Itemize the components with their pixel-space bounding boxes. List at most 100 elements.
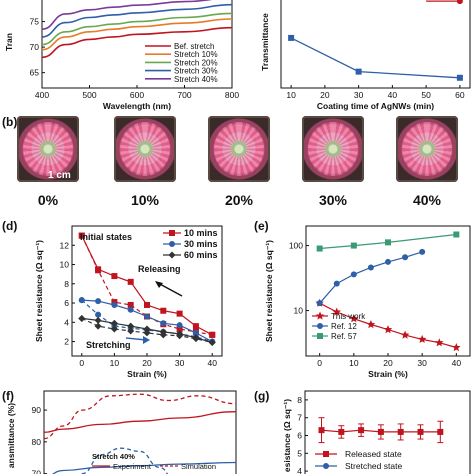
data-point bbox=[419, 248, 426, 255]
strain-label: 20% bbox=[224, 192, 254, 208]
data-point bbox=[453, 231, 460, 238]
strain-photo bbox=[302, 116, 364, 182]
y-tick-label: 12 bbox=[60, 240, 70, 250]
y-tick-label: 4 bbox=[297, 466, 302, 474]
y-tick-label: 70 bbox=[32, 469, 42, 474]
data-point bbox=[350, 271, 357, 278]
legend-label: Simulation bbox=[181, 462, 216, 471]
y-tick-label: 10 bbox=[294, 306, 304, 316]
data-point bbox=[143, 325, 151, 333]
data-point bbox=[176, 332, 184, 340]
data-point bbox=[437, 428, 444, 435]
x-tick-label: 700 bbox=[177, 90, 191, 100]
stretching-arrowhead bbox=[143, 336, 150, 344]
data-point bbox=[332, 307, 341, 316]
panel-letter: (d) bbox=[2, 219, 17, 233]
plot-frame-f bbox=[43, 390, 237, 474]
legend-label: Experiment bbox=[113, 462, 152, 471]
data-point bbox=[456, 0, 463, 5]
y-axis-label: esistance (Ω sq⁻¹) bbox=[282, 399, 292, 472]
x-tick-label: 20 bbox=[320, 90, 330, 100]
data-point bbox=[176, 322, 183, 329]
stretching-arrow bbox=[125, 337, 147, 341]
legend-label: Stretch 10% bbox=[174, 50, 218, 59]
series-line bbox=[43, 411, 237, 433]
data-point bbox=[192, 335, 200, 343]
flower-center-image bbox=[419, 141, 435, 157]
data-point bbox=[367, 264, 374, 271]
y-axis-label: Sheet resistance (Ω sq⁻¹) bbox=[34, 240, 44, 342]
legend-label: Ref. 12 bbox=[331, 322, 357, 331]
data-point bbox=[78, 314, 86, 322]
legend-label: 60 mins bbox=[184, 250, 218, 260]
series-line bbox=[43, 393, 237, 440]
releasing-arrow bbox=[157, 282, 183, 297]
y-axis-label: Tran bbox=[4, 33, 14, 51]
legend-label: Stretch 20% bbox=[174, 58, 218, 67]
y-axis-label: ansmittance (%) bbox=[6, 403, 16, 468]
data-point bbox=[176, 326, 183, 333]
x-tick-label: 500 bbox=[82, 90, 96, 100]
annotation-releasing: Releasing bbox=[138, 264, 181, 274]
scale-bar-label: 1 cm bbox=[48, 170, 71, 181]
data-point bbox=[110, 325, 118, 333]
x-tick-label: 20 bbox=[142, 358, 152, 368]
data-point bbox=[366, 320, 376, 329]
x-tick-label: 10 bbox=[110, 358, 120, 368]
x-tick-label: 50 bbox=[421, 90, 431, 100]
x-axis-label: Strain (%) bbox=[127, 369, 167, 379]
data-point bbox=[127, 306, 134, 313]
data-point bbox=[78, 232, 85, 239]
data-point bbox=[111, 301, 118, 308]
legend-label: 10 mins bbox=[184, 228, 218, 238]
x-tick-label: 0 bbox=[317, 358, 322, 368]
data-point bbox=[435, 338, 444, 347]
data-point bbox=[417, 428, 424, 435]
panel-letter: (b) bbox=[2, 115, 17, 129]
series-line bbox=[41, 18, 233, 51]
x-axis-label: Coating time of AgNWs (min) bbox=[317, 101, 434, 111]
x-tick-label: 30 bbox=[175, 358, 185, 368]
strain-label: 40% bbox=[412, 192, 442, 208]
series-line bbox=[51, 461, 237, 474]
data-point bbox=[402, 254, 409, 261]
data-point bbox=[95, 267, 102, 274]
legend-marker bbox=[323, 463, 329, 469]
legend-marker bbox=[317, 323, 323, 329]
x-axis-label: Strain (%) bbox=[368, 369, 408, 379]
data-point bbox=[127, 327, 135, 335]
data-point bbox=[127, 278, 134, 285]
data-point bbox=[385, 258, 391, 265]
data-point bbox=[127, 322, 135, 330]
x-tick-label: 30 bbox=[417, 358, 427, 368]
x-tick-label: 10 bbox=[286, 90, 296, 100]
data-point bbox=[192, 323, 199, 330]
legend-label: This work bbox=[331, 312, 366, 321]
data-point bbox=[316, 300, 323, 307]
data-point bbox=[144, 301, 150, 308]
data-point bbox=[94, 322, 102, 330]
y-tick-label: 10 bbox=[60, 260, 70, 270]
data-point bbox=[209, 331, 216, 338]
annotation-stretching: Stretching bbox=[86, 340, 131, 350]
data-point bbox=[355, 68, 362, 75]
strain-label: 10% bbox=[130, 192, 160, 208]
data-point bbox=[160, 320, 167, 327]
y-tick-label: 2 bbox=[64, 337, 69, 347]
series-line bbox=[41, 3, 233, 38]
panel-letter: (f) bbox=[2, 389, 14, 403]
x-tick-label: 40 bbox=[388, 90, 398, 100]
x-tick-label: 40 bbox=[452, 358, 462, 368]
releasing-arrowhead bbox=[155, 281, 163, 288]
x-tick-label: 20 bbox=[383, 358, 393, 368]
data-point bbox=[333, 280, 340, 287]
legend-label: Stretched state bbox=[345, 461, 402, 471]
strain-photo bbox=[208, 116, 270, 182]
y-tick-label: 65 bbox=[30, 68, 40, 78]
data-point bbox=[176, 310, 183, 317]
data-point bbox=[95, 311, 102, 318]
data-point bbox=[95, 298, 102, 305]
x-tick-label: 40 bbox=[207, 358, 217, 368]
y-tick-label: 6 bbox=[64, 298, 69, 308]
strain-label: 0% bbox=[37, 192, 59, 208]
